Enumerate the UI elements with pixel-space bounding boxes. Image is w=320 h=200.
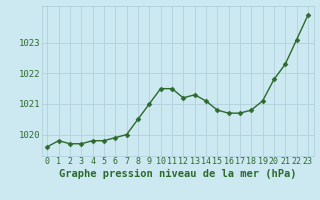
X-axis label: Graphe pression niveau de la mer (hPa): Graphe pression niveau de la mer (hPa)	[59, 169, 296, 179]
